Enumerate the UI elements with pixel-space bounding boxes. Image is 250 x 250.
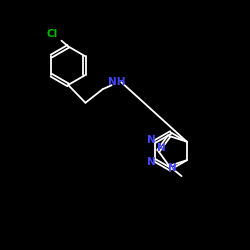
Text: N: N xyxy=(157,144,166,154)
Text: N: N xyxy=(147,135,156,145)
Text: N: N xyxy=(147,157,156,167)
Text: N: N xyxy=(168,164,177,173)
Text: Cl: Cl xyxy=(47,28,58,38)
Text: NH: NH xyxy=(108,77,126,87)
